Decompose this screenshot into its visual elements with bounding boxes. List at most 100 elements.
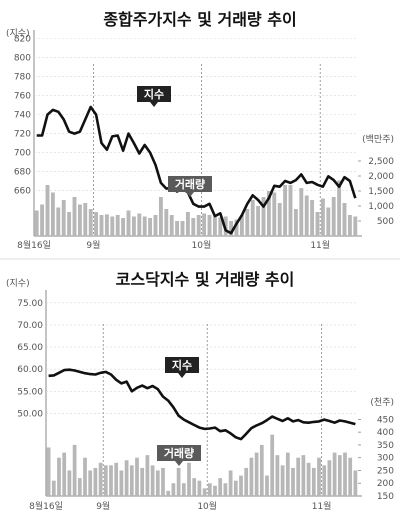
kosdaq-chart: 코스닥지수 및 거래량 추이 (지수) (천주) 75.00 70.00 65.00…: [6, 270, 394, 512]
kosdaq-volume-bar: [249, 457, 254, 496]
kospi-volume-bar: [153, 215, 158, 236]
kospi-y-tick-label: 760: [14, 92, 31, 102]
kospi-index-tag-box: [137, 86, 171, 102]
kospi-title: 종합주가지수 및 거래량 추이: [103, 10, 296, 29]
kospi-volume-bar: [110, 216, 115, 236]
kosdaq-volume-tick-label: 200: [377, 479, 394, 489]
kospi-volume-bar: [283, 185, 288, 236]
kosdaq-volume-bar: [291, 467, 295, 496]
kospi-volume-tick-label: 500: [377, 217, 394, 227]
kospi-volume-bar: [56, 207, 61, 236]
kosdaq-volume-tick-label: 300: [377, 454, 394, 464]
kospi-y-tick-label: 820: [14, 35, 31, 45]
kosdaq-y-tick-label: 70.00: [17, 321, 43, 331]
kosdaq-volume-bar: [72, 444, 77, 496]
kosdaq-volume-bar: [145, 455, 150, 496]
kospi-volume-unit: (백만주): [362, 134, 394, 145]
kosdaq-volume-bar: [129, 465, 134, 496]
kosdaq-volume-bar: [301, 455, 306, 496]
kosdaq-index-line: [48, 368, 356, 441]
kosdaq-volume-bar: [296, 457, 301, 496]
kospi-volume-bar: [40, 204, 45, 236]
kosdaq-volume-bar: [155, 470, 160, 496]
kospi-volume-bar: [331, 197, 336, 236]
kospi-volume-bar: [347, 215, 352, 236]
kospi-y-tick-label: 780: [14, 73, 31, 83]
kosdaq-y-tick-label: 65.00: [17, 343, 43, 353]
kospi-volume-bar: [67, 212, 72, 236]
kospi-volume-bar: [256, 206, 261, 236]
kosdaq-volume-bar: [280, 465, 285, 496]
kospi-volume-bar: [185, 212, 190, 236]
kospi-volume-bar: [234, 219, 239, 236]
kospi-volume-bar: [88, 209, 93, 236]
kosdaq-y-tick-label: 55.00: [17, 387, 43, 397]
kospi-volume-bar: [277, 203, 282, 236]
kospi-volume-bar: [148, 218, 153, 236]
kospi-volume-bar: [207, 215, 212, 236]
kospi-volume-bar: [142, 216, 147, 236]
kospi-volume-bar: [337, 180, 342, 236]
kosdaq-volume-bar: [187, 462, 191, 496]
kosdaq-volume-bar: [109, 465, 113, 496]
kospi-volume-bar: [126, 210, 131, 236]
kospi-volume-bar: [137, 213, 142, 236]
kosdaq-axes: 75.00 70.00 65.00 60.00 55.00 50.00 450 400 350 3…: [17, 290, 394, 512]
kospi-volume-bar: [83, 203, 88, 236]
kosdaq-volume-bar: [285, 452, 290, 496]
kospi-volume-tick-label: 2,000: [368, 172, 394, 182]
kospi-volume-tick-label: 2,500: [368, 157, 394, 167]
kospi-y-tick-label: 660: [14, 187, 31, 197]
kosdaq-index-tag-box: [165, 357, 199, 373]
kospi-volume-bar: [245, 209, 250, 236]
kosdaq-x-tick-label: 10월: [197, 500, 217, 512]
kospi-volume-bar: [180, 221, 185, 236]
kospi-x-tick-label: 11월: [310, 239, 330, 251]
kospi-volume-bar: [99, 215, 104, 236]
kosdaq-volume-bar: [353, 470, 358, 496]
kosdaq-volume-bar: [348, 457, 353, 496]
kospi-volume-bar: [45, 185, 50, 236]
kosdaq-volume-bar: [124, 460, 129, 496]
kospi-volume-bar: [104, 214, 109, 236]
kosdaq-volume-bar: [67, 470, 72, 496]
kospi-volume-bar: [261, 197, 266, 236]
kospi-volume-tag-pointer: [186, 192, 194, 197]
kosdaq-x-tick-label: 8월16일: [29, 500, 63, 512]
kosdaq-volume-bar: [103, 465, 108, 496]
kosdaq-volume-bar: [181, 483, 186, 496]
kosdaq-index-unit: (지수): [6, 278, 30, 289]
kosdaq-volume-bar: [88, 470, 93, 496]
kosdaq-volume-bar: [337, 455, 342, 496]
kosdaq-volume-bar: [161, 467, 165, 496]
kosdaq-volume-bar: [83, 457, 87, 496]
kosdaq-x-tick-label: 11월: [312, 500, 332, 512]
kospi-volume-bar: [239, 215, 244, 236]
kospi-volume-bar: [202, 213, 207, 236]
kosdaq-volume-bar: [306, 462, 311, 496]
kosdaq-volume-tick-label: 150: [377, 492, 394, 502]
kospi-volume-bar: [77, 204, 82, 236]
kosdaq-volume-bar: [62, 452, 67, 496]
kosdaq-volume-bars: [46, 434, 358, 496]
kosdaq-volume-bar: [51, 480, 56, 496]
kospi-y-tick-label: 720: [14, 130, 31, 140]
kospi-volume-bar: [288, 185, 293, 236]
kospi-x-tick-label: 9월: [86, 239, 100, 251]
kosdaq-volume-bar: [218, 478, 223, 496]
kosdaq-volume-bar: [233, 480, 238, 496]
kosdaq-volume-bar: [135, 457, 139, 496]
kospi-volume-bar: [218, 217, 223, 236]
kosdaq-volume-bar: [166, 490, 171, 496]
kospi-volume-bar: [320, 198, 325, 236]
kospi-volume-bar: [310, 200, 315, 236]
kospi-y-tick-label: 800: [14, 54, 31, 64]
kosdaq-volume-bar: [114, 462, 119, 496]
kosdaq-index-tag-label: 지수: [172, 358, 192, 372]
kosdaq-volume-bar: [213, 485, 217, 496]
kospi-chart: 종합주가지수 및 거래량 추이 (지수) (백만주) 820 800 780 760 7…: [6, 10, 394, 251]
kosdaq-volume-bar: [119, 470, 124, 496]
kospi-volume-bar: [299, 188, 304, 236]
kospi-volume-bar: [293, 209, 298, 236]
kospi-volume-bar: [326, 207, 331, 236]
